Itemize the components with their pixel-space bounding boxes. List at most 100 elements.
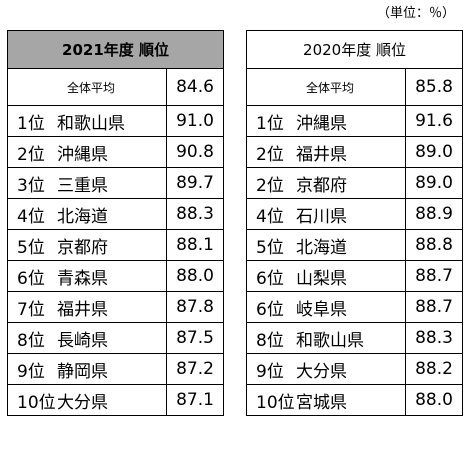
rate-value: 88.3 xyxy=(165,198,225,230)
rank-prefecture-cell: 8位 和歌山県 xyxy=(246,322,406,354)
rank-prefecture-cell: 9位 大分県 xyxy=(246,353,406,385)
rate-value: 88.1 xyxy=(165,229,225,261)
table-row: 4位 北海道 88.3 xyxy=(7,198,225,230)
table-header-2020: 2020年度 順位 xyxy=(245,30,464,69)
rank-number: 10位 xyxy=(17,392,56,413)
rank-number: 2位 xyxy=(256,144,284,165)
rank-number: 2位 xyxy=(17,144,45,165)
rank-number: 6位 xyxy=(17,268,45,289)
rank-number: 6位 xyxy=(256,299,284,320)
table-row: 5位 北海道 88.8 xyxy=(246,229,464,261)
rank-number: 5位 xyxy=(17,237,45,258)
rank-prefecture-cell: 1位 沖縄県 xyxy=(246,105,406,137)
table-row: 6位 青森県 88.0 xyxy=(7,260,225,292)
rank-number: 10位 xyxy=(256,392,295,413)
average-row: 全体平均 84.6 xyxy=(7,68,225,106)
prefecture-name: 福井県 xyxy=(296,144,347,165)
rate-value: 88.8 xyxy=(404,229,464,261)
average-value: 84.6 xyxy=(165,68,225,106)
prefecture-name: 京都府 xyxy=(57,237,108,258)
table-header-row: 2020年度 順位 xyxy=(245,30,464,69)
prefecture-name: 沖縄県 xyxy=(57,144,108,165)
ranking-table-2020: 2020年度 順位 全体平均 85.8 1位 沖縄県 91.6 2位 福井県 89.0 2位… xyxy=(245,30,464,416)
rank-prefecture-cell: 9位 静岡県 xyxy=(7,353,167,385)
table-header-2021: 2021年度 順位 xyxy=(6,30,225,69)
ranking-table-2020-body: 2020年度 順位 全体平均 85.8 1位 沖縄県 91.6 2位 福井県 89.0 2位… xyxy=(245,30,464,416)
prefecture-name: 大分県 xyxy=(57,392,108,413)
prefecture-name: 長崎県 xyxy=(57,330,108,351)
rank-prefecture-cell: 6位 岐阜県 xyxy=(246,291,406,323)
prefecture-name: 沖縄県 xyxy=(296,113,347,134)
rank-prefecture-cell: 3位 三重県 xyxy=(7,167,167,199)
rate-value: 87.2 xyxy=(165,353,225,385)
table-row: 10位大分県 87.1 xyxy=(7,384,225,416)
rank-prefecture-cell: 6位 青森県 xyxy=(7,260,167,292)
rank-number: 2位 xyxy=(256,175,284,196)
prefecture-name: 石川県 xyxy=(296,206,347,227)
rate-value: 88.0 xyxy=(404,384,464,416)
rank-number: 8位 xyxy=(256,330,284,351)
table-row: 6位 岐阜県 88.7 xyxy=(246,291,464,323)
rate-value: 88.2 xyxy=(404,353,464,385)
table-header-row: 2021年度 順位 xyxy=(6,30,225,69)
rate-value: 88.3 xyxy=(404,322,464,354)
rate-value: 88.7 xyxy=(404,260,464,292)
rank-prefecture-cell: 8位 長崎県 xyxy=(7,322,167,354)
rank-number: 4位 xyxy=(256,206,284,227)
prefecture-name: 宮城県 xyxy=(296,392,347,413)
rank-number: 8位 xyxy=(17,330,45,351)
rank-number: 1位 xyxy=(17,113,45,134)
rank-prefecture-cell: 5位 京都府 xyxy=(7,229,167,261)
table-row: 4位 石川県 88.9 xyxy=(246,198,464,230)
prefecture-name: 山梨県 xyxy=(296,268,347,289)
rate-value: 87.1 xyxy=(165,384,225,416)
rank-number: 9位 xyxy=(256,361,284,382)
table-row: 1位 和歌山県 91.0 xyxy=(7,105,225,137)
table-row: 2位 福井県 89.0 xyxy=(246,136,464,168)
rank-prefecture-cell: 2位 京都府 xyxy=(246,167,406,199)
rate-value: 91.6 xyxy=(404,105,464,137)
table-row: 2位 沖縄県 90.8 xyxy=(7,136,225,168)
rank-prefecture-cell: 2位 福井県 xyxy=(246,136,406,168)
rate-value: 87.8 xyxy=(165,291,225,323)
prefecture-name: 岐阜県 xyxy=(296,299,347,320)
rate-value: 88.0 xyxy=(165,260,225,292)
table-row: 5位 京都府 88.1 xyxy=(7,229,225,261)
table-row: 8位 長崎県 87.5 xyxy=(7,322,225,354)
rate-value: 88.7 xyxy=(404,291,464,323)
table-row: 9位 大分県 88.2 xyxy=(246,353,464,385)
average-label: 全体平均 xyxy=(246,68,406,106)
rank-number: 7位 xyxy=(17,299,45,320)
prefecture-name: 大分県 xyxy=(296,361,347,382)
average-row: 全体平均 85.8 xyxy=(246,68,464,106)
rank-prefecture-cell: 10位大分県 xyxy=(7,384,167,416)
average-label: 全体平均 xyxy=(7,68,167,106)
prefecture-name: 北海道 xyxy=(57,206,108,227)
rank-prefecture-cell: 4位 石川県 xyxy=(246,198,406,230)
rate-value: 89.0 xyxy=(404,136,464,168)
rank-prefecture-cell: 7位 福井県 xyxy=(7,291,167,323)
rank-number: 6位 xyxy=(256,268,284,289)
rank-number: 4位 xyxy=(17,206,45,227)
rank-prefecture-cell: 5位 北海道 xyxy=(246,229,406,261)
prefecture-name: 京都府 xyxy=(296,175,347,196)
rate-value: 87.5 xyxy=(165,322,225,354)
rate-value: 89.0 xyxy=(404,167,464,199)
rank-number: 5位 xyxy=(256,237,284,258)
prefecture-name: 静岡県 xyxy=(57,361,108,382)
rank-prefecture-cell: 10位宮城県 xyxy=(246,384,406,416)
unit-note: （単位：％） xyxy=(376,6,455,21)
rank-prefecture-cell: 4位 北海道 xyxy=(7,198,167,230)
prefecture-name: 青森県 xyxy=(57,268,108,289)
ranking-table-2021: 2021年度 順位 全体平均 84.6 1位 和歌山県 91.0 2位 沖縄県 90.8 3… xyxy=(6,30,225,416)
rank-number: 9位 xyxy=(17,361,45,382)
prefecture-name: 福井県 xyxy=(57,299,108,320)
table-row: 7位 福井県 87.8 xyxy=(7,291,225,323)
prefecture-name: 三重県 xyxy=(57,175,108,196)
rank-prefecture-cell: 1位 和歌山県 xyxy=(7,105,167,137)
table-row: 9位 静岡県 87.2 xyxy=(7,353,225,385)
rank-prefecture-cell: 2位 沖縄県 xyxy=(7,136,167,168)
rate-value: 89.7 xyxy=(165,167,225,199)
table-row: 6位 山梨県 88.7 xyxy=(246,260,464,292)
ranking-table-2021-body: 2021年度 順位 全体平均 84.6 1位 和歌山県 91.0 2位 沖縄県 90.8 3… xyxy=(6,30,225,416)
